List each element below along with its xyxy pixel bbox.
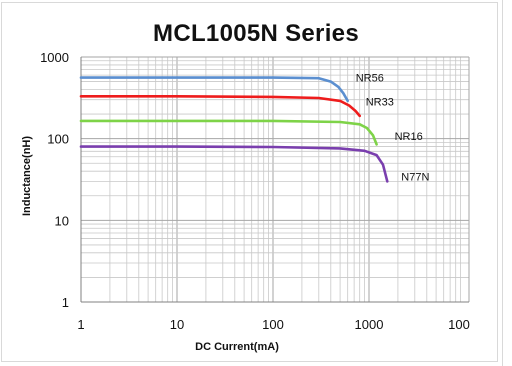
x-tick-label: 10 — [170, 317, 184, 332]
series-label: NR33 — [366, 96, 394, 108]
y-tick-label: 100 — [47, 132, 69, 147]
x-axis-label: DC Current(mA) — [195, 341, 279, 353]
x-tick-label: 100 — [262, 317, 284, 332]
frame-edge — [502, 0, 503, 366]
series-line-nr77n — [79, 145, 389, 183]
chart-frame — [1, 2, 498, 362]
series-line-nr16 — [79, 119, 378, 146]
series-line-nr33 — [79, 95, 362, 118]
y-tick-label: 10 — [55, 213, 69, 228]
x-tick-label: 1000 — [355, 317, 384, 332]
x-tick-label: 100 — [448, 317, 470, 332]
y-tick-label: 1 — [62, 295, 69, 310]
series-label: N77N — [401, 172, 429, 184]
chart-title: MCL1005N Series — [153, 20, 359, 47]
series-label: NR56 — [356, 73, 384, 85]
series-label: NR16 — [395, 131, 423, 143]
series-line-nr56 — [79, 76, 350, 103]
y-tick-label: 1000 — [40, 50, 69, 65]
x-tick-label: 1 — [77, 317, 84, 332]
